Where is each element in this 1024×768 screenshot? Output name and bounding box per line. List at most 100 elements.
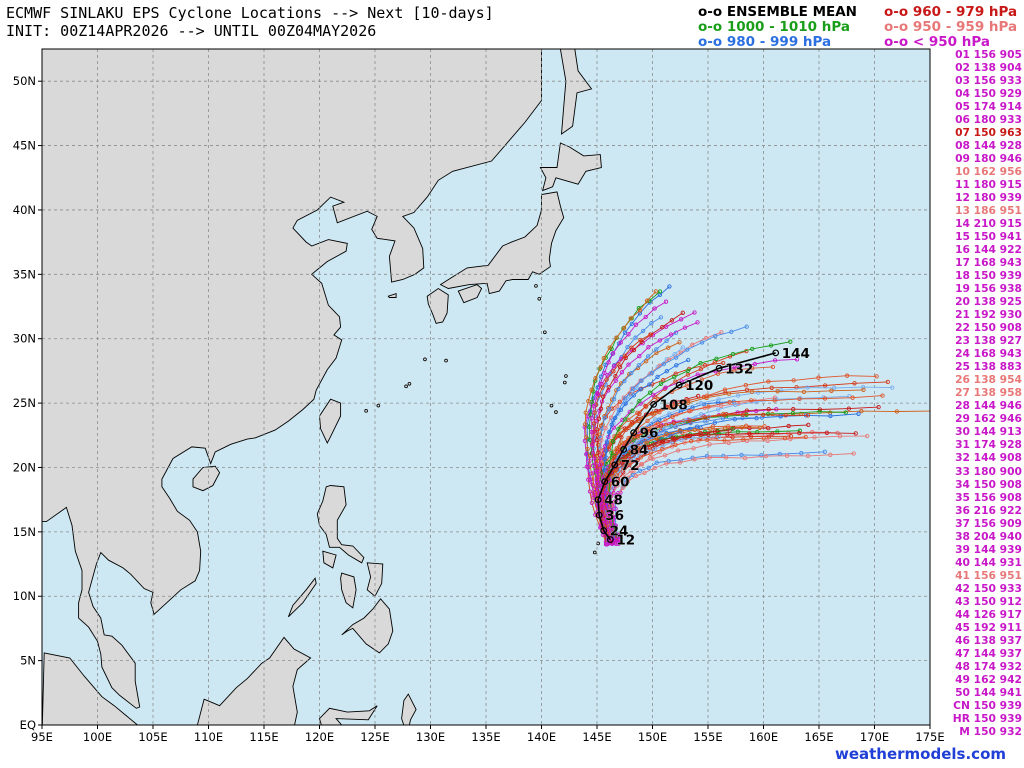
member-track-point (607, 345, 612, 350)
member-track-point (628, 469, 633, 474)
member-track-point (636, 363, 641, 368)
member-track-point (740, 412, 745, 417)
member-track-point (658, 424, 664, 429)
lat-tick-label: 25N (13, 396, 36, 410)
lon-tick-label: 125E (360, 730, 389, 744)
member-track-point (705, 437, 710, 443)
member-track-point (599, 438, 604, 443)
member-track-point (790, 411, 796, 416)
member-track-point (590, 443, 595, 448)
lon-tick-label: 140E (527, 730, 556, 744)
member-track-point (667, 411, 672, 416)
member-track-point (694, 424, 700, 429)
lon-tick-label: 130E (416, 730, 445, 744)
member-entry: CN 150 939 (953, 698, 1022, 712)
forecast-hour-label: 48 (604, 493, 623, 509)
member-entry: 42 150 933 (955, 581, 1022, 595)
member-track-point (614, 335, 619, 340)
member-track-point (622, 396, 628, 401)
member-track-point (609, 450, 614, 456)
member-entry: 48 174 932 (955, 659, 1022, 673)
member-track-point (602, 501, 607, 506)
member-track-point (610, 474, 615, 479)
member-track-point (662, 453, 668, 458)
member-track-point (744, 324, 749, 329)
member-track-point (640, 328, 646, 334)
member-track-point (791, 407, 796, 412)
taiwan (319, 398, 342, 445)
member-track-point (660, 439, 665, 444)
japan-shikoku (457, 284, 483, 304)
member-track-point (619, 460, 625, 465)
longitude-axis: 95E 100E 105E 110E 115E 120E 125E 130E 135E 140E 1… (31, 725, 945, 744)
member-track-point (687, 408, 692, 414)
member-track-point (784, 453, 790, 458)
member-track-point (623, 401, 628, 406)
forecast-hour-label: 24 (610, 524, 629, 540)
member-track-point (677, 428, 682, 433)
member-entry: 45 192 911 (955, 620, 1022, 634)
member-track-point (597, 483, 602, 488)
member-track-point (652, 465, 657, 471)
member-track-point (703, 419, 708, 424)
member-track-point (645, 418, 650, 423)
islet-6 (537, 296, 542, 301)
member-entry: 37 156 909 (955, 516, 1022, 530)
member-track-point (876, 404, 881, 410)
member-entry: 27 138 958 (955, 386, 1022, 400)
member-track-point (684, 433, 689, 438)
member-track-point (602, 370, 607, 376)
member-track-point (587, 458, 592, 463)
member-track-point (698, 360, 703, 366)
member-track-point (658, 315, 664, 320)
member-track-point (788, 339, 793, 344)
member-track-point (803, 434, 808, 440)
member-track-point (722, 412, 727, 418)
member-track-point (735, 429, 740, 434)
member-track-point (772, 398, 777, 403)
member-track-point (685, 368, 690, 373)
member-track-point (652, 429, 657, 435)
member-track-point (730, 351, 736, 357)
lon-tick-label: 160E (749, 730, 778, 744)
forecast-hour-label: 12 (616, 533, 635, 549)
member-track-point (623, 417, 628, 422)
member-track-point (742, 455, 748, 461)
member-track-point (695, 320, 700, 325)
member-track-point (608, 463, 614, 468)
member-track-point (739, 452, 744, 458)
member-track-point (664, 369, 669, 374)
source-credit[interactable]: weathermodels.com (834, 745, 1006, 763)
member-track-point (699, 377, 704, 382)
member-entry: 41 156 951 (955, 568, 1022, 582)
member-track-point (797, 428, 803, 433)
member-track-point (671, 437, 677, 442)
member-track-point (779, 388, 784, 393)
member-track-point (885, 379, 890, 385)
member-track-point (723, 455, 729, 460)
member-track-point (652, 442, 657, 447)
member-track-point (712, 429, 717, 434)
member-track-point (645, 354, 651, 359)
member-track-line (614, 451, 825, 536)
member-track-point (791, 378, 796, 383)
member-track-point (652, 306, 657, 311)
member-track-point (613, 506, 618, 511)
member-track-point (603, 472, 609, 477)
member-track-point (844, 373, 850, 378)
member-track-point (730, 435, 735, 440)
member-entry: 09 180 946 (955, 152, 1022, 166)
member-track-point (677, 340, 682, 345)
member-track (583, 289, 658, 539)
member-entry: 49 162 942 (955, 672, 1022, 686)
member-track-point (674, 363, 679, 368)
lon-tick-label: 100E (83, 730, 112, 744)
member-track-point (623, 355, 628, 361)
member-track-point (770, 431, 775, 436)
member-track-point (586, 399, 591, 404)
lon-tick-label: 170E (860, 730, 889, 744)
member-track-point (727, 399, 732, 405)
member-track-point (747, 431, 752, 436)
member-track-point (824, 430, 830, 435)
member-track-point (664, 338, 669, 343)
